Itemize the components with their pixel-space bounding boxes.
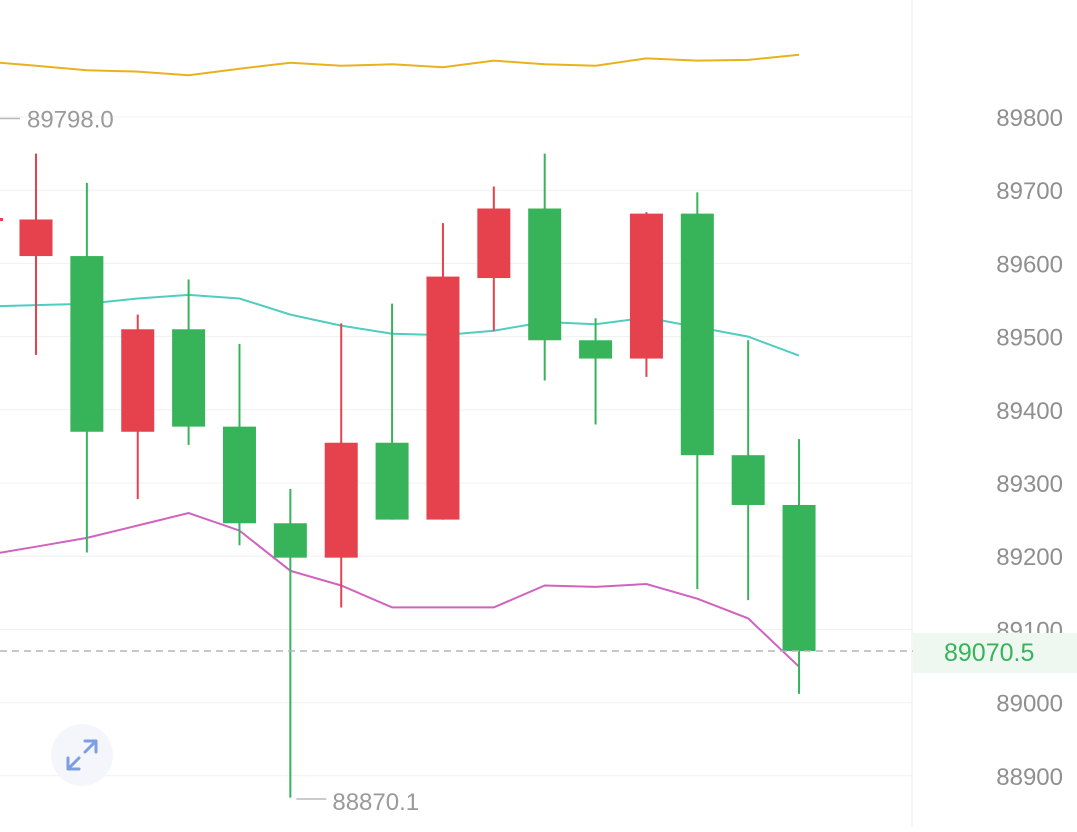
candle-body — [426, 276, 460, 520]
candle — [222, 343, 256, 546]
last-price-label: 89070.5 — [944, 639, 1035, 667]
candle-body — [629, 213, 663, 359]
annotation-label: 88870.1 — [332, 789, 419, 816]
bollinger-bands — [0, 53, 800, 668]
candle-body — [477, 208, 511, 279]
candle — [629, 212, 663, 377]
middle-band-line — [0, 293, 800, 357]
y-tick-label: 89700 — [996, 178, 1063, 205]
candle-body — [579, 340, 613, 359]
candles — [0, 153, 816, 798]
candle-body — [121, 329, 155, 432]
upper-band-line — [0, 53, 800, 77]
candle — [324, 323, 358, 608]
candle — [680, 192, 714, 590]
candle-body — [680, 213, 714, 456]
candle-body — [172, 329, 206, 427]
annotation-label: 89798.0 — [27, 106, 114, 133]
y-axis: 8980089700896008950089400893008920089100… — [0, 105, 1077, 791]
candle — [528, 153, 562, 381]
candle — [121, 314, 155, 500]
candle — [579, 318, 613, 425]
candle-body — [731, 455, 765, 505]
candle-body — [324, 442, 358, 558]
candle-body — [70, 256, 104, 432]
candle-body — [19, 219, 53, 257]
candle — [19, 153, 53, 355]
lower-band-line — [0, 511, 800, 668]
candle-body — [375, 442, 409, 520]
candle — [70, 182, 104, 553]
candle — [172, 279, 206, 445]
candle — [273, 488, 307, 798]
y-tick-label: 89400 — [996, 398, 1063, 425]
last-price-tag — [913, 633, 1077, 673]
candle — [426, 223, 460, 520]
y-tick-label: 89800 — [996, 105, 1063, 132]
candle-partial — [0, 218, 3, 222]
candle — [375, 303, 409, 520]
y-tick-label: 89500 — [996, 325, 1063, 352]
y-tick-label: 89300 — [996, 471, 1063, 498]
y-tick-label: 89000 — [996, 691, 1063, 718]
candle — [731, 340, 765, 601]
y-tick-label: 89600 — [996, 251, 1063, 278]
expand-arrows-icon — [66, 739, 98, 771]
y-tick-label: 89200 — [996, 544, 1063, 571]
candle-body — [528, 208, 562, 341]
candle-body — [273, 523, 307, 558]
price-annotations: 89798.0 88870.1 — [0, 106, 419, 816]
candle-body — [222, 426, 256, 524]
candle-body — [782, 504, 816, 651]
candle — [782, 439, 816, 694]
expand-chart-button[interactable] — [51, 724, 113, 786]
y-tick-label: 88900 — [996, 764, 1063, 791]
candle — [477, 186, 511, 331]
